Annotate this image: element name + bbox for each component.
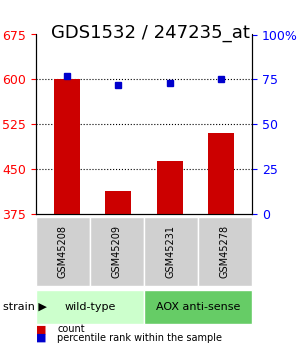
- Text: ■: ■: [36, 333, 46, 343]
- Text: ■: ■: [36, 325, 46, 334]
- Bar: [54, 79, 80, 214]
- Bar: [157, 161, 183, 214]
- Bar: [208, 133, 234, 214]
- Text: strain ▶: strain ▶: [3, 302, 47, 312]
- Text: wild-type: wild-type: [64, 302, 116, 312]
- Text: GSM45231: GSM45231: [166, 225, 176, 278]
- Text: AOX anti-sense: AOX anti-sense: [156, 302, 240, 312]
- Text: GSM45209: GSM45209: [112, 225, 122, 278]
- Text: GSM45208: GSM45208: [58, 225, 68, 278]
- Text: GDS1532 / 247235_at: GDS1532 / 247235_at: [51, 24, 249, 42]
- Bar: [105, 191, 131, 214]
- Text: percentile rank within the sample: percentile rank within the sample: [57, 333, 222, 343]
- Text: count: count: [57, 325, 85, 334]
- Text: GSM45278: GSM45278: [220, 225, 230, 278]
